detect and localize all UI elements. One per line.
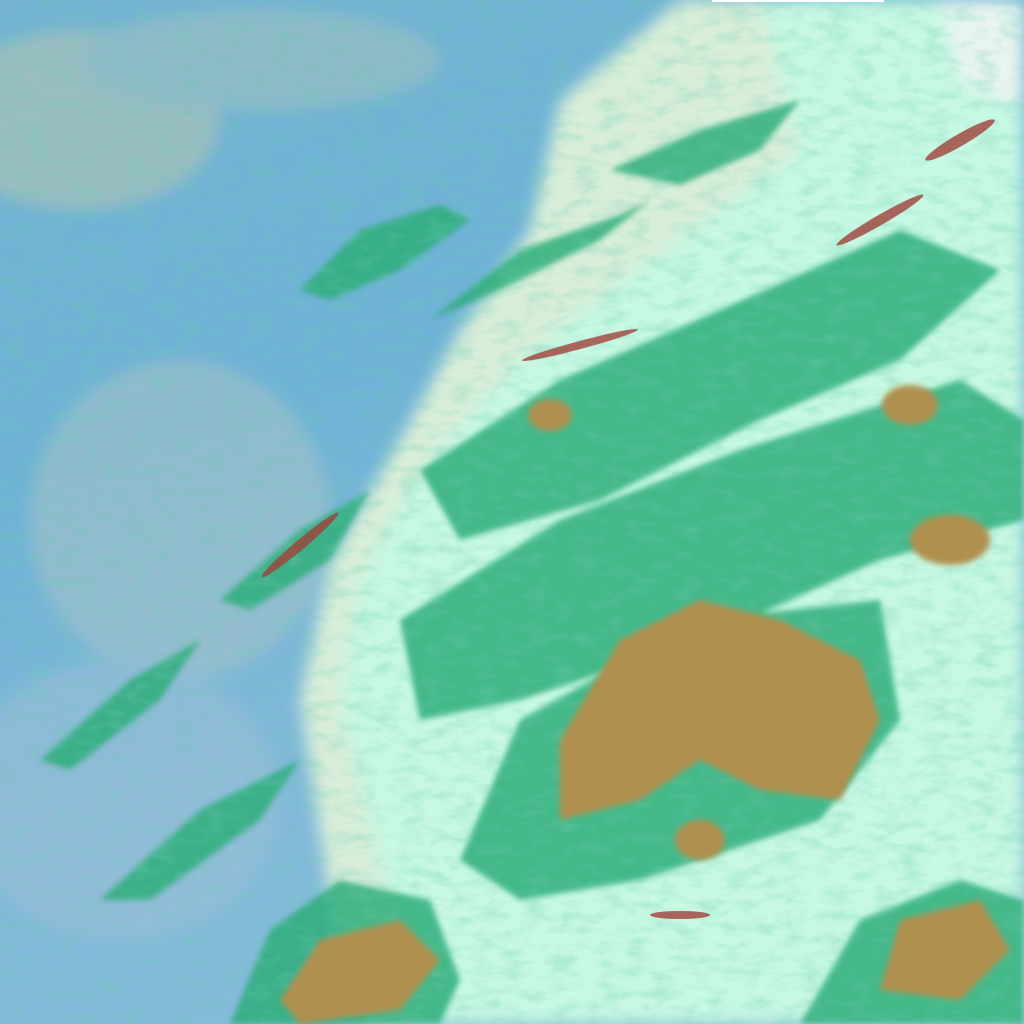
- high-cloud-speckles: [261, 119, 995, 919]
- top-edge-strip: [712, 0, 884, 2]
- land-patches: [280, 385, 1010, 1024]
